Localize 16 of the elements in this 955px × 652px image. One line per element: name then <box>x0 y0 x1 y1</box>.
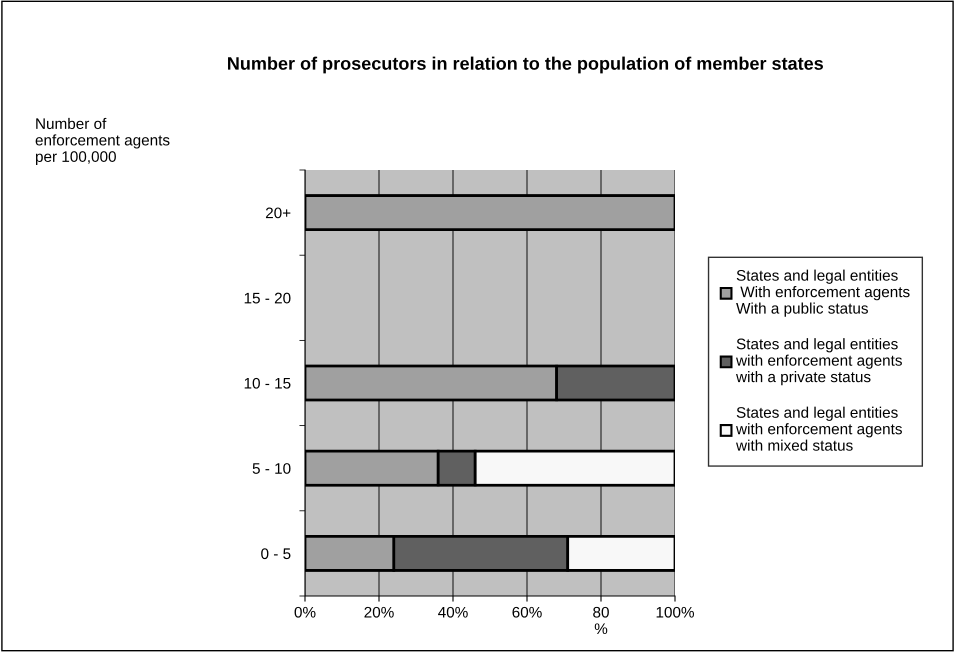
y-tick-label: 10 - 15 <box>244 378 290 389</box>
y-tick-label: 0 - 5 <box>261 548 290 560</box>
legend-label: States and legal entities with enforcement agents with a private status <box>736 338 902 386</box>
x-tick-label: 60% <box>512 606 542 618</box>
chart-title: Number of prosecutors in relation to the population of member states <box>228 56 823 74</box>
y-axis-title: Number of enforcement agents per 100,000 <box>36 118 170 165</box>
x-tick-label: 80 % <box>593 606 609 634</box>
y-tick-label: 15 - 20 <box>244 292 291 304</box>
y-tick-label: 20+ <box>266 207 290 218</box>
x-tick-label: 100% <box>656 606 694 618</box>
legend-label: States and legal entities With enforcement agents With a public status <box>736 270 910 317</box>
x-tick-label: 0% <box>294 606 316 618</box>
x-tick-label: 40% <box>438 606 468 618</box>
y-tick-label: 5 - 10 <box>252 463 291 474</box>
legend-label: States and legal entities with enforcement agents with mixed status <box>736 406 902 451</box>
x-tick-label: 20% <box>364 606 394 618</box>
